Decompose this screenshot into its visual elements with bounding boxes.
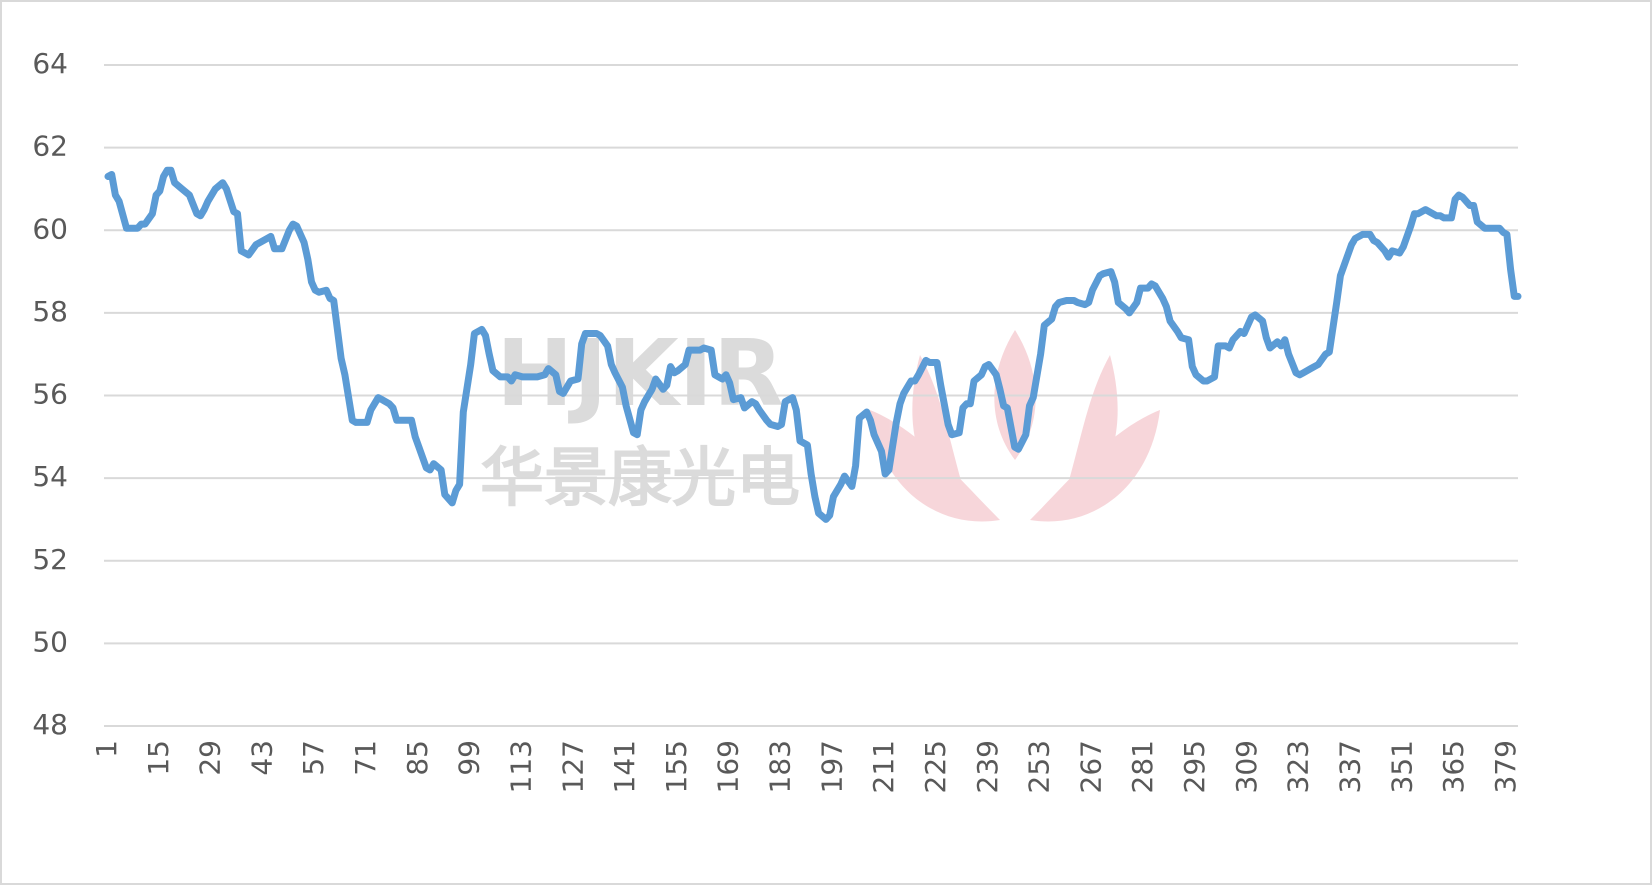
- x-tick-label: 141: [608, 740, 641, 793]
- y-tick-label: 50: [32, 625, 68, 658]
- x-tick-label: 29: [194, 740, 227, 776]
- x-tick-label: 211: [867, 740, 900, 793]
- y-tick-label: 60: [32, 212, 68, 245]
- x-tick-label: 351: [1385, 740, 1418, 793]
- x-tick-label: 57: [297, 740, 330, 776]
- x-tick-label: 295: [1178, 740, 1211, 793]
- y-tick-label: 64: [32, 47, 68, 80]
- x-tick-label: 267: [1074, 740, 1107, 793]
- y-tick-label: 62: [32, 130, 68, 163]
- x-tick-label: 71: [349, 740, 382, 776]
- x-tick-label: 85: [401, 740, 434, 776]
- x-tick-label: 183: [764, 740, 797, 793]
- y-tick-label: 48: [32, 708, 68, 741]
- watermark-logo: [870, 330, 1160, 522]
- x-tick-label: 337: [1333, 740, 1366, 793]
- data-line: [104, 166, 1522, 523]
- x-tick-label: 99: [453, 740, 486, 776]
- x-tick-label: 197: [815, 740, 848, 793]
- x-tick-label: 239: [971, 740, 1004, 793]
- x-tick-label: 113: [504, 740, 537, 793]
- x-tick-label: 253: [1023, 740, 1056, 793]
- y-tick-label: 56: [32, 378, 68, 411]
- x-tick-label: 1: [90, 740, 123, 758]
- y-tick-label: 52: [32, 543, 68, 576]
- y-tick-label: 54: [32, 460, 68, 493]
- x-tick-label: 379: [1489, 740, 1522, 793]
- x-tick-label: 281: [1126, 740, 1159, 793]
- y-tick-label: 58: [32, 295, 68, 328]
- x-tick-label: 323: [1282, 740, 1315, 793]
- x-tick-label: 225: [919, 740, 952, 793]
- x-tick-label: 169: [712, 740, 745, 793]
- x-tick-label: 43: [245, 740, 278, 776]
- x-tick-label: 15: [142, 740, 175, 776]
- plot-area: 48 50 52 54 56 58 60 62 64 1 15 29 43 57 71 85 99 113 127 1…: [32, 47, 1522, 793]
- x-tick-label: 309: [1230, 740, 1263, 793]
- x-tick-label: 127: [556, 740, 589, 793]
- x-tick-label: 365: [1437, 740, 1470, 793]
- x-tick-label: 155: [660, 740, 693, 793]
